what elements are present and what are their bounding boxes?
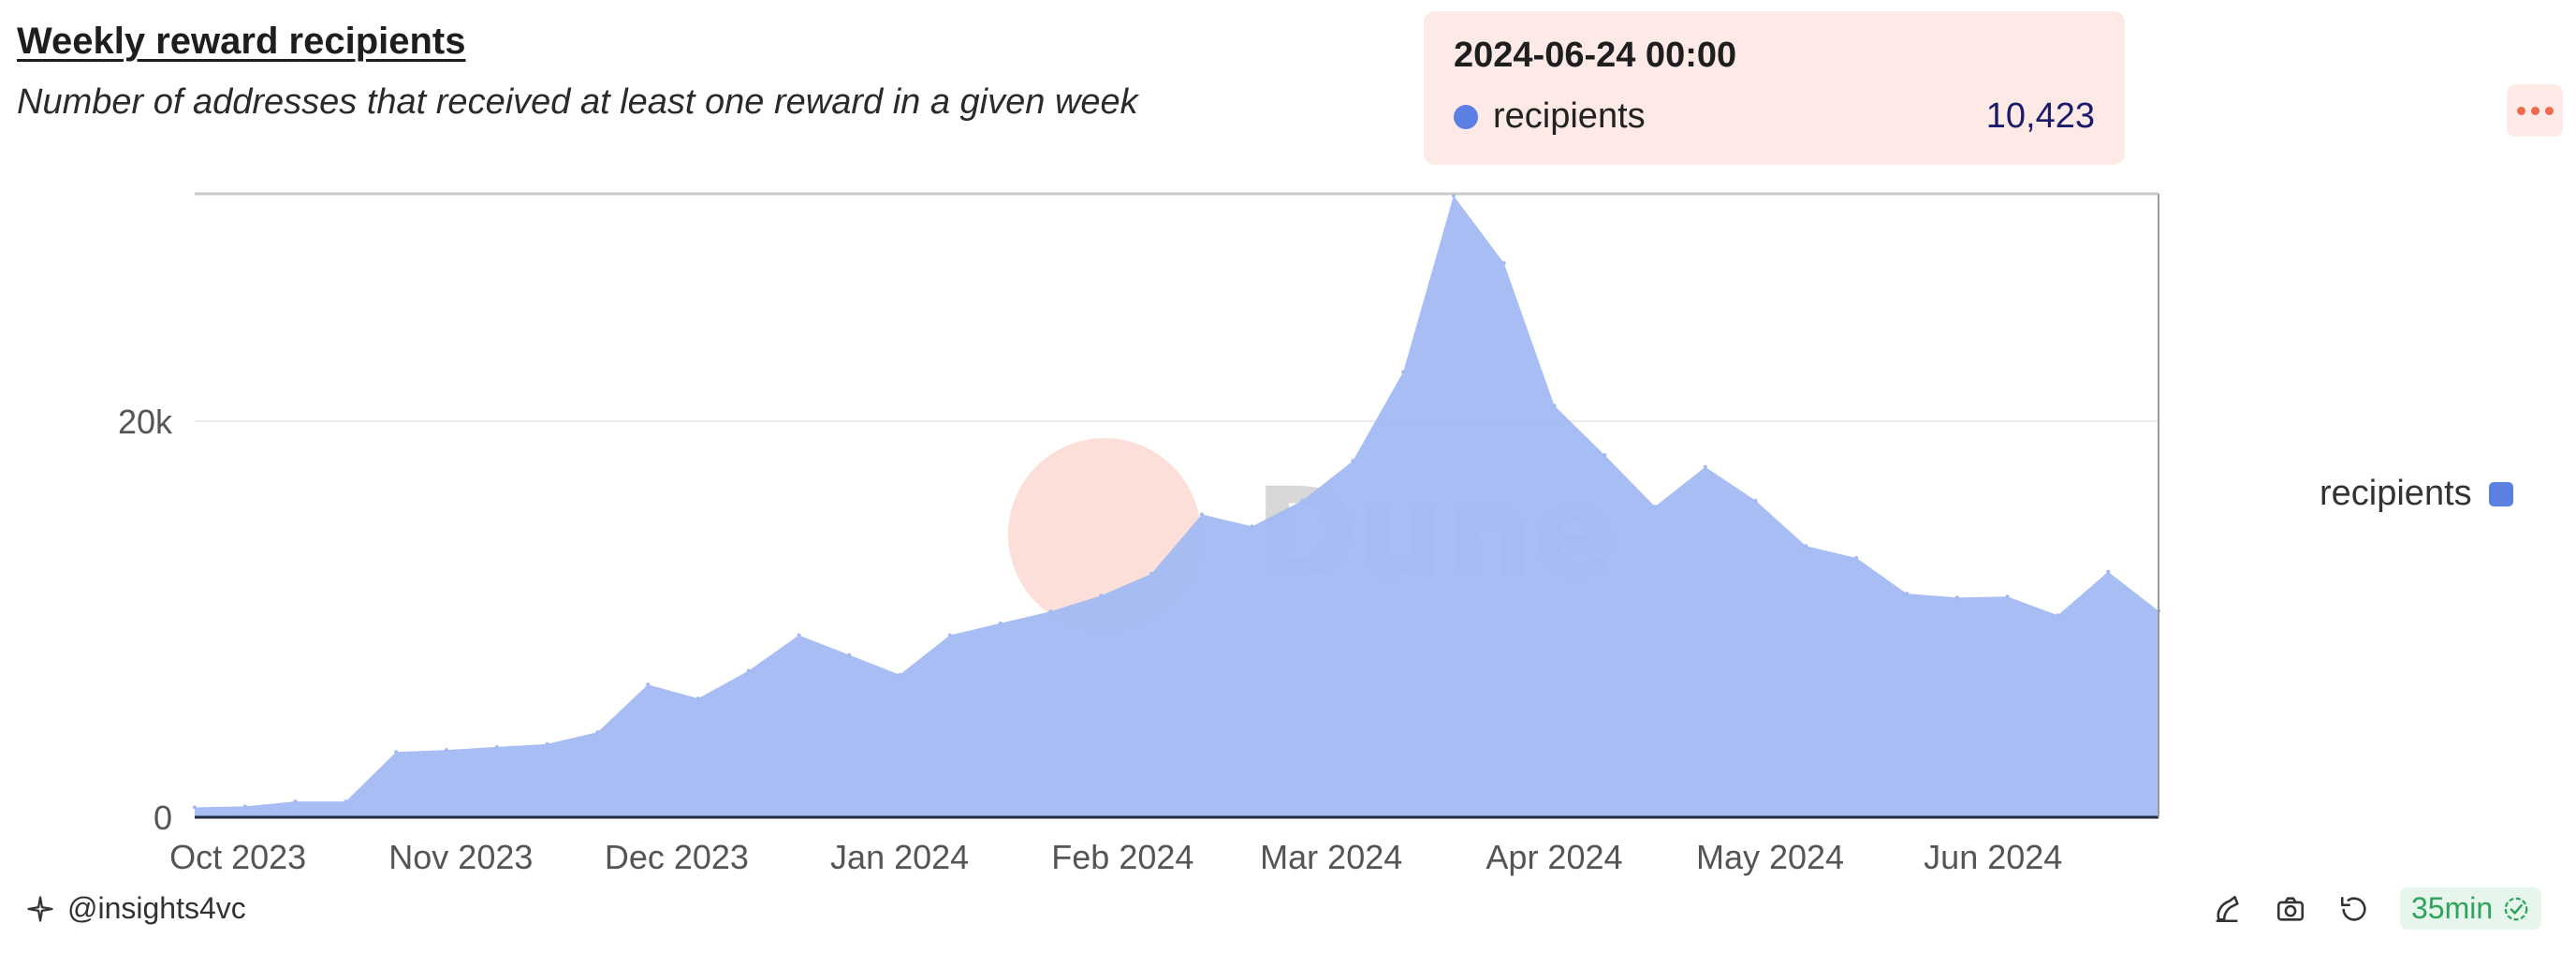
gridlines bbox=[195, 192, 2159, 423]
tooltip-series-name: recipients bbox=[1493, 96, 1646, 136]
data-point bbox=[695, 696, 700, 701]
data-point bbox=[1451, 194, 1456, 198]
x-tick-label: Apr 2024 bbox=[1486, 838, 1622, 876]
check-circle-icon bbox=[2504, 897, 2528, 920]
data-point bbox=[2106, 569, 2111, 574]
data-point bbox=[998, 621, 1003, 625]
footer-author[interactable]: @insights4vc bbox=[26, 891, 246, 926]
data-point bbox=[1552, 403, 1557, 408]
data-point bbox=[445, 748, 448, 753]
more-options-button[interactable] bbox=[2507, 84, 2563, 137]
x-tick-label: Jun 2024 bbox=[1924, 838, 2062, 876]
data-point bbox=[847, 652, 852, 657]
data-point bbox=[1603, 453, 1607, 458]
data-point bbox=[797, 633, 801, 638]
y-tick-label: 0 bbox=[154, 799, 172, 837]
data-point bbox=[1753, 498, 1758, 503]
legend-swatch bbox=[2488, 481, 2513, 506]
refresh-age: 35min bbox=[2411, 891, 2494, 925]
data-point bbox=[1149, 571, 1154, 576]
data-point bbox=[1351, 459, 1355, 463]
refresh-status-badge[interactable]: 35min bbox=[2400, 887, 2542, 930]
star-icon[interactable] bbox=[2209, 891, 2245, 927]
data-point bbox=[595, 730, 600, 735]
x-tick-label: Feb 2024 bbox=[1051, 838, 1193, 876]
data-point bbox=[1653, 505, 1658, 509]
data-point bbox=[1501, 261, 1506, 265]
x-tick-label: Nov 2023 bbox=[388, 838, 533, 876]
tooltip-date: 2024-06-24 00:00 bbox=[1454, 36, 1737, 75]
x-tick-label: Dec 2023 bbox=[605, 838, 749, 876]
data-point bbox=[1854, 556, 1859, 560]
data-point bbox=[1199, 512, 1204, 517]
area-series bbox=[193, 194, 2160, 818]
data-point bbox=[2005, 594, 2010, 599]
chart-subtitle: Number of addresses that received at lea… bbox=[17, 82, 1138, 122]
x-tick-label: Oct 2023 bbox=[169, 838, 306, 876]
camera-icon[interactable] bbox=[2273, 891, 2308, 927]
legend-item-recipients[interactable]: recipients bbox=[2320, 474, 2513, 514]
series-dot-icon bbox=[1454, 104, 1478, 129]
data-point bbox=[193, 805, 197, 810]
data-point bbox=[1905, 592, 1909, 596]
data-point bbox=[898, 672, 902, 677]
data-point bbox=[1300, 498, 1305, 503]
data-point bbox=[2056, 613, 2060, 618]
sparkle-icon bbox=[27, 895, 53, 922]
data-point bbox=[545, 741, 549, 746]
footer-toolbar: 35min bbox=[2209, 887, 2542, 930]
author-handle: @insights4vc bbox=[67, 891, 246, 925]
x-tick-label: Mar 2024 bbox=[1260, 838, 1402, 876]
data-point bbox=[1048, 609, 1053, 614]
x-tick-label: Jan 2024 bbox=[830, 838, 969, 876]
axes: 0 20k Oct 2023 Nov 2023 Dec 2023 Jan 2024 Feb … bbox=[118, 403, 2159, 876]
dot-icon bbox=[2544, 106, 2554, 115]
data-point bbox=[344, 799, 348, 804]
chart-title[interactable]: Weekly reward recipients bbox=[17, 21, 466, 62]
data-point bbox=[1401, 370, 1406, 374]
data-point bbox=[1954, 595, 1959, 600]
data-point bbox=[1703, 464, 1707, 469]
data-point bbox=[1804, 544, 1808, 549]
refresh-icon[interactable] bbox=[2336, 891, 2372, 927]
data-point bbox=[646, 682, 651, 687]
data-point bbox=[242, 804, 247, 809]
data-point bbox=[1250, 524, 1254, 529]
data-point bbox=[1099, 594, 1104, 598]
tooltip-row: recipients 10,423 bbox=[1454, 96, 2095, 137]
data-point bbox=[746, 668, 751, 673]
data-point bbox=[293, 799, 298, 804]
dot-icon bbox=[2516, 106, 2525, 115]
dot-icon bbox=[2530, 106, 2539, 115]
recipients-area bbox=[195, 196, 2159, 818]
y-tick-label: 20k bbox=[118, 403, 173, 441]
tooltip-value: 10,423 bbox=[1985, 96, 2095, 136]
x-tick-label: May 2024 bbox=[1696, 838, 1844, 876]
hover-tooltip: 2024-06-24 00:00 recipients 10,423 bbox=[1424, 11, 2125, 165]
data-point bbox=[947, 633, 952, 638]
legend-label: recipients bbox=[2320, 474, 2472, 513]
data-point bbox=[494, 744, 499, 749]
data-point bbox=[394, 750, 399, 755]
